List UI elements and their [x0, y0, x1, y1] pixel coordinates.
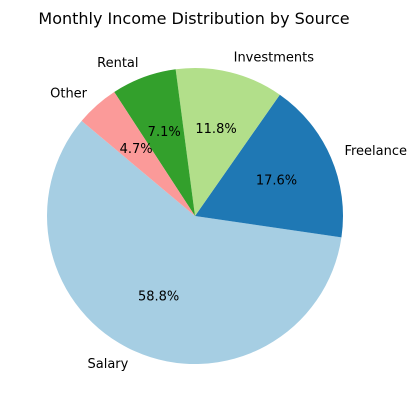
slice-label-salary: Salary	[88, 357, 129, 372]
chart-title: Monthly Income Distribution by Source	[38, 9, 349, 28]
slice-labels: Salary Freelance Investments Rental Other	[50, 50, 407, 372]
slice-percent-freelance: 17.6%	[256, 173, 297, 188]
pie-slice-investments	[175, 68, 280, 216]
slice-percent-other: 4.7%	[120, 142, 153, 157]
slice-percent-rental: 7.1%	[148, 125, 181, 140]
pie-slices	[47, 68, 343, 364]
slice-percent-salary: 58.8%	[138, 290, 179, 305]
slice-percent-investments: 11.8%	[195, 122, 236, 137]
pie-slice-other	[81, 91, 195, 216]
pie-slice-salary	[47, 120, 342, 364]
slice-label-rental: Rental	[97, 56, 138, 71]
slice-label-investments: Investments	[234, 50, 315, 65]
pie-slice-freelance	[195, 94, 343, 238]
slice-label-freelance: Freelance	[344, 144, 407, 159]
slice-label-other: Other	[50, 87, 88, 102]
slice-percent-labels: 58.8% 17.6% 11.8% 7.1% 4.7%	[120, 122, 298, 304]
pie-slice-rental	[114, 69, 195, 216]
